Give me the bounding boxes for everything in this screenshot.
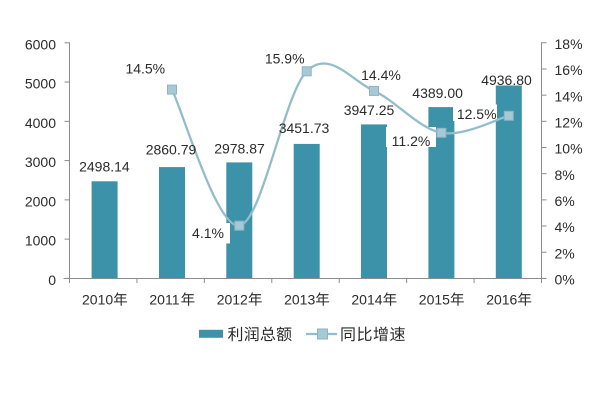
- svg-text:4.1%: 4.1%: [192, 225, 224, 241]
- svg-text:18%: 18%: [555, 36, 583, 52]
- svg-text:12.5%: 12.5%: [457, 106, 497, 122]
- svg-text:2013: 2013: [284, 292, 315, 308]
- svg-text:2%: 2%: [555, 245, 575, 261]
- svg-text:4000: 4000: [25, 115, 56, 131]
- svg-text:2016: 2016: [486, 292, 517, 308]
- svg-text:14.5%: 14.5%: [125, 60, 165, 76]
- svg-text:0: 0: [48, 272, 56, 288]
- svg-text:2010: 2010: [82, 292, 113, 308]
- svg-text:11.2%: 11.2%: [392, 133, 431, 149]
- svg-text:3000: 3000: [25, 154, 56, 170]
- svg-text:8%: 8%: [555, 167, 575, 183]
- svg-text:2978.87: 2978.87: [214, 140, 265, 156]
- svg-text:14%: 14%: [555, 88, 583, 104]
- svg-text:4936.80: 4936.80: [481, 72, 532, 88]
- svg-text:2011: 2011: [149, 292, 179, 308]
- svg-text:16%: 16%: [555, 62, 583, 78]
- svg-text:0%: 0%: [555, 272, 575, 288]
- svg-text:2015: 2015: [419, 292, 450, 308]
- svg-text:14.4%: 14.4%: [361, 67, 401, 83]
- svg-text:4%: 4%: [555, 219, 575, 235]
- svg-text:10%: 10%: [555, 141, 583, 157]
- svg-text:15.9%: 15.9%: [265, 50, 305, 66]
- svg-text:12%: 12%: [555, 114, 583, 130]
- svg-text:3451.73: 3451.73: [279, 120, 330, 136]
- svg-text:2012: 2012: [217, 292, 248, 308]
- svg-text:4389.00: 4389.00: [412, 85, 463, 101]
- svg-text:5000: 5000: [25, 76, 56, 92]
- svg-text:2014: 2014: [351, 292, 382, 308]
- svg-text:1000: 1000: [25, 233, 56, 249]
- svg-text:6000: 6000: [25, 36, 56, 52]
- svg-text:2498.14: 2498.14: [79, 158, 130, 174]
- svg-text:2860.79: 2860.79: [146, 142, 197, 158]
- svg-text:2000: 2000: [25, 193, 56, 209]
- svg-text:6%: 6%: [555, 193, 575, 209]
- svg-text:3947.25: 3947.25: [344, 102, 395, 118]
